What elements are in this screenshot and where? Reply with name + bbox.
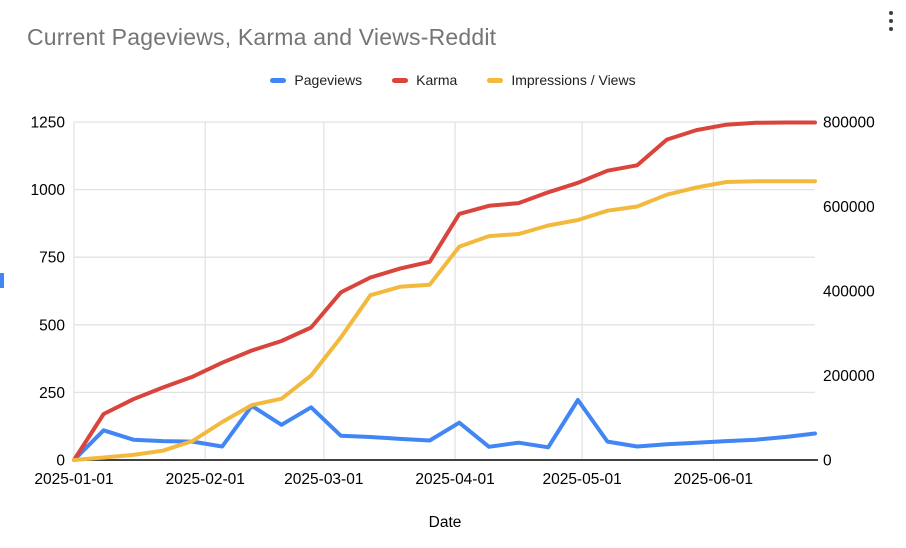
right-axis-tick-label: 600000 (823, 199, 875, 216)
left-axis-tick-label: 1000 (31, 182, 66, 199)
legend-label: Impressions / Views (511, 72, 636, 88)
right-axis-tick-label: 200000 (823, 368, 875, 385)
x-axis-tick-label: 2025-06-01 (674, 471, 753, 488)
x-axis-tick-label: 2025-01-01 (34, 471, 113, 488)
left-axis-tick-label: 500 (39, 317, 65, 334)
legend-swatch-karma (392, 77, 409, 83)
series-line-impressions-views[interactable] (72, 179, 817, 462)
left-axis-tick-label: 0 (56, 453, 65, 470)
legend-item-pageviews[interactable]: Pageviews (270, 72, 362, 88)
left-axis-tick-label: 1250 (31, 115, 66, 132)
legend-label: Pageviews (294, 72, 363, 88)
kebab-menu-icon (888, 26, 894, 32)
x-axis-tick-label: 2025-04-01 (415, 471, 494, 488)
clipped-left-axis-title (0, 273, 4, 288)
right-axis-tick-label: 800000 (823, 115, 875, 132)
legend-swatch-pageviews (270, 77, 287, 83)
chart-title: Current Pageviews, Karma and Views-Reddi… (27, 24, 497, 50)
legend-item-karma[interactable]: Karma (392, 72, 457, 88)
left-axis-tick-label: 750 (39, 250, 65, 267)
legend-label: Karma (416, 72, 458, 88)
x-axis-title: Date (428, 514, 462, 531)
kebab-menu-icon (888, 10, 894, 16)
chart-legend: Pageviews Karma Impressions / Views (0, 72, 906, 88)
left-axis-tick-label: 250 (39, 385, 65, 402)
right-axis-tick-label: 0 (823, 453, 832, 470)
x-axis-tick-label: 2025-03-01 (284, 471, 363, 488)
legend-swatch-impressions-views (487, 77, 504, 83)
legend-item-impressions-views[interactable]: Impressions / Views (487, 72, 636, 88)
x-axis-tick-label: 2025-05-01 (542, 471, 621, 488)
series-line-karma[interactable] (72, 120, 817, 462)
kebab-menu-icon (888, 18, 894, 24)
x-axis-tick-label: 2025-02-01 (166, 471, 245, 488)
right-axis-tick-label: 400000 (823, 284, 875, 301)
series-line-pageviews[interactable] (72, 398, 817, 462)
chart-options-menu-button[interactable] (880, 4, 902, 38)
